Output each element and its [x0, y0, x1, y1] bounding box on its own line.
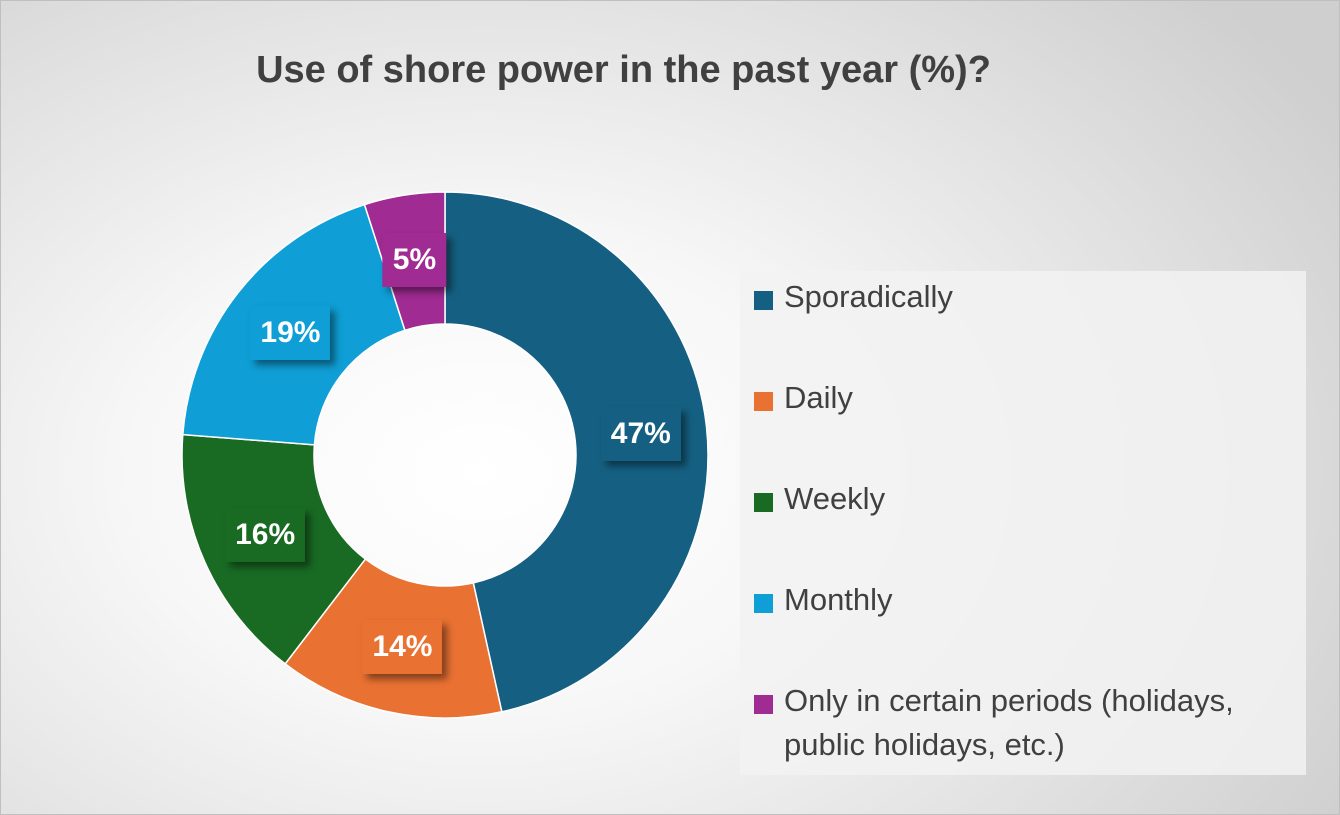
legend-swatch: [754, 291, 773, 310]
legend: Sporadically Daily Weekly Monthly Only in ce…: [740, 271, 1306, 775]
legend-item-only: Only in certain periods (holidays, publi…: [754, 679, 1299, 767]
donut-slice-sporadically: [444, 191, 709, 713]
data-label-only: 5%: [382, 233, 447, 288]
legend-label: Weekly: [784, 481, 886, 516]
data-label-daily: 14%: [362, 620, 443, 675]
data-label-monthly: 19%: [250, 305, 331, 360]
legend-swatch: [754, 594, 773, 613]
legend-swatch: [754, 392, 773, 411]
legend-label: Daily: [784, 380, 853, 415]
data-label-sporadically: 47%: [600, 406, 681, 461]
legend-label: Sporadically: [784, 279, 953, 314]
legend-swatch: [754, 695, 773, 714]
legend-item-daily: Daily: [754, 376, 1299, 420]
legend-item-monthly: Monthly: [754, 578, 1299, 622]
chart-title: Use of shore power in the past year (%)?: [256, 49, 991, 91]
legend-label: Monthly: [784, 582, 893, 617]
legend-item-sporadically: Sporadically: [754, 275, 1299, 319]
legend-item-weekly: Weekly: [754, 477, 1299, 521]
legend-label: Only in certain periods (holidays, publi…: [784, 683, 1234, 762]
legend-swatch: [754, 493, 773, 512]
data-label-weekly: 16%: [225, 508, 306, 563]
